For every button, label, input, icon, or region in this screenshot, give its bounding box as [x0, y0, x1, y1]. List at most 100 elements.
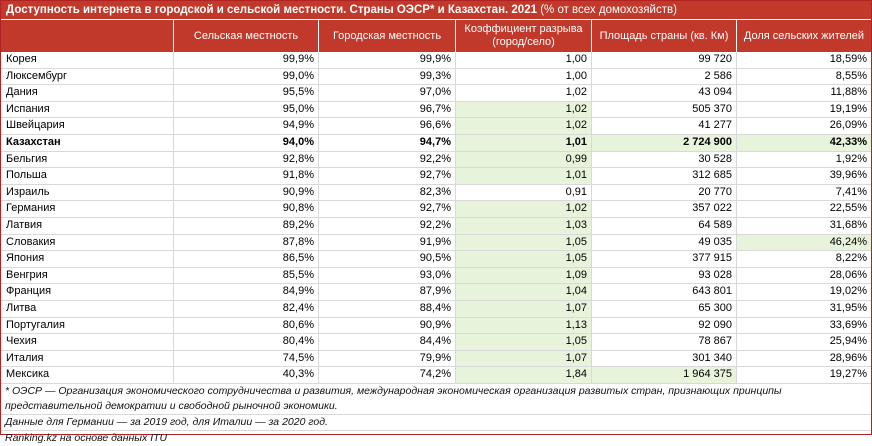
cell-gap-ratio: 1,01	[455, 168, 591, 184]
table-row: Швейцария 94,9% 96,6% 1,02 41 277 26,09%	[1, 118, 871, 135]
cell-country: Франция	[6, 285, 52, 298]
cell-urban: 74,2%	[318, 367, 455, 383]
cell-country: Италия	[6, 351, 44, 364]
cell-gap-ratio: 1,13	[455, 317, 591, 334]
cell-gap-ratio: 1,00	[455, 52, 591, 68]
cell-gap-ratio: 1,03	[455, 217, 591, 234]
cell-area: 377 915	[591, 251, 736, 267]
cell-area: 92 090	[591, 317, 736, 334]
cell-rural-share: 19,19%	[736, 101, 871, 118]
cell-rural: 94,0%	[173, 134, 318, 151]
cell-rural: 80,4%	[173, 334, 318, 350]
cell-gap-ratio: 0,91	[455, 184, 591, 201]
title-unit: (% от всех домохозяйств)	[537, 4, 677, 16]
cell-rural-share: 28,06%	[736, 267, 871, 284]
table-body: Корея 99,9% 99,9% 1,00 99 720 18,59% Люксембур…	[1, 52, 871, 384]
cell-gap-ratio: 1,84	[455, 367, 591, 383]
table-row: Израиль 90,9% 82,3% 0,91 20 770 7,41%	[1, 184, 871, 202]
cell-rural-share: 39,96%	[736, 168, 871, 184]
cell-area: 2 586	[591, 68, 736, 85]
cell-urban: 91,9%	[318, 234, 455, 251]
table-row: Корея 99,9% 99,9% 1,00 99 720 18,59%	[1, 52, 871, 69]
cell-rural-share: 1,92%	[736, 151, 871, 168]
cell-country: Казахстан	[6, 135, 61, 148]
cell-country: Польша	[6, 169, 47, 182]
cell-gap-ratio: 1,02	[455, 85, 591, 101]
cell-urban: 92,2%	[318, 217, 455, 234]
cell-urban: 90,9%	[318, 317, 455, 334]
cell-gap-ratio: 1,05	[455, 334, 591, 350]
cell-area: 65 300	[591, 300, 736, 317]
cell-urban: 94,7%	[318, 134, 455, 151]
header-rural: Сельская местность	[173, 20, 318, 52]
cell-rural-share: 42,33%	[736, 134, 871, 151]
cell-rural-share: 33,69%	[736, 317, 871, 334]
header-urban: Городская местность	[318, 20, 455, 52]
cell-gap-ratio: 1,02	[455, 201, 591, 217]
cell-urban: 90,5%	[318, 251, 455, 267]
table-title: Доступность интернета в городской и сель…	[1, 1, 871, 19]
cell-area: 643 801	[591, 284, 736, 300]
cell-urban: 92,7%	[318, 201, 455, 217]
cell-rural-share: 19,27%	[736, 367, 871, 383]
cell-rural: 99,9%	[173, 52, 318, 68]
cell-gap-ratio: 1,02	[455, 101, 591, 118]
cell-rural-share: 8,22%	[736, 251, 871, 267]
footnote-data-years: Данные для Германии — за 2019 год, для И…	[1, 415, 871, 431]
cell-country: Литва	[6, 301, 37, 314]
cell-rural-share: 22,55%	[736, 201, 871, 217]
table-row: Испания 95,0% 96,7% 1,02 505 370 19,19%	[1, 101, 871, 119]
cell-rural-share: 31,68%	[736, 217, 871, 234]
cell-rural: 86,5%	[173, 251, 318, 267]
cell-rural: 74,5%	[173, 350, 318, 367]
cell-urban: 84,4%	[318, 334, 455, 350]
table-row: Германия 90,8% 92,7% 1,02 357 022 22,55%	[1, 201, 871, 218]
table-row: Италия 74,5% 79,9% 1,07 301 340 28,96%	[1, 350, 871, 368]
header-rural-share: Доля сельских жителей	[736, 20, 871, 52]
cell-urban: 99,9%	[318, 52, 455, 68]
table-row: Польша 91,8% 92,7% 1,01 312 685 39,96%	[1, 168, 871, 185]
table-row: Япония 86,5% 90,5% 1,05 377 915 8,22%	[1, 251, 871, 268]
cell-rural: 95,5%	[173, 85, 318, 101]
header-area: Площадь страны (кв. Км)	[591, 20, 736, 52]
cell-gap-ratio: 1,05	[455, 251, 591, 267]
table-row: Люксембург 99,0% 99,3% 1,00 2 586 8,55%	[1, 68, 871, 86]
cell-urban: 99,3%	[318, 68, 455, 85]
cell-area: 357 022	[591, 201, 736, 217]
cell-gap-ratio: 1,07	[455, 350, 591, 367]
cell-area: 49 035	[591, 234, 736, 251]
header-gap-ratio: Коэффициент разрыва (город/село)	[455, 20, 591, 52]
cell-rural-share: 11,88%	[736, 85, 871, 101]
cell-rural: 85,5%	[173, 267, 318, 284]
cell-area: 301 340	[591, 350, 736, 367]
cell-rural-share: 18,59%	[736, 52, 871, 68]
cell-rural: 89,2%	[173, 217, 318, 234]
cell-country: Корея	[6, 53, 37, 65]
cell-country: Венгрия	[6, 268, 48, 281]
cell-urban: 97,0%	[318, 85, 455, 101]
cell-rural-share: 25,94%	[736, 334, 871, 350]
cell-country: Люксембург	[6, 69, 68, 82]
cell-country: Швейцария	[6, 119, 65, 132]
header-country	[1, 20, 173, 52]
cell-country: Словакия	[6, 235, 56, 248]
cell-gap-ratio: 1,09	[455, 267, 591, 284]
cell-rural: 94,9%	[173, 118, 318, 134]
cell-area: 20 770	[591, 184, 736, 201]
cell-rural: 95,0%	[173, 101, 318, 118]
cell-country: Португалия	[6, 318, 65, 331]
cell-rural: 99,0%	[173, 68, 318, 85]
table-row: Словакия 87,8% 91,9% 1,05 49 035 46,24%	[1, 234, 871, 252]
cell-urban: 92,7%	[318, 168, 455, 184]
cell-country: Латвия	[6, 218, 43, 231]
cell-rural: 92,8%	[173, 151, 318, 168]
table-row: Мексика 40,3% 74,2% 1,84 1 964 375 19,27%	[1, 367, 871, 384]
cell-country: Чехия	[6, 335, 37, 348]
cell-area: 41 277	[591, 118, 736, 134]
cell-gap-ratio: 1,05	[455, 234, 591, 251]
cell-rural-share: 26,09%	[736, 118, 871, 134]
table-row: Дания 95,5% 97,0% 1,02 43 094 11,88%	[1, 85, 871, 102]
cell-gap-ratio: 0,99	[455, 151, 591, 168]
cell-area: 99 720	[591, 52, 736, 68]
cell-urban: 87,9%	[318, 284, 455, 300]
